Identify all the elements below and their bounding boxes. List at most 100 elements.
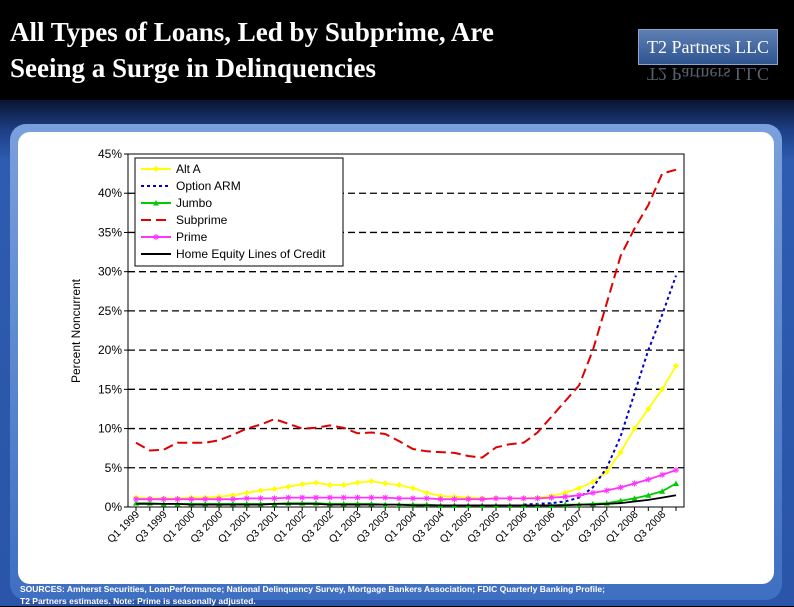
- slide-title: All Types of Loans, Led by Subprime, Are…: [10, 14, 610, 86]
- series-marker: [603, 487, 610, 494]
- series-marker: [243, 495, 250, 502]
- series-marker: [645, 492, 652, 498]
- series-marker: [243, 489, 250, 496]
- series-marker: [465, 496, 472, 503]
- series-marker: [229, 492, 236, 499]
- series-group: [133, 168, 679, 508]
- y-tick-label: 45%: [98, 147, 122, 161]
- legend-label-home-equity-lines-of-credit: Home Equity Lines of Credit: [176, 247, 326, 261]
- series-marker: [659, 471, 666, 478]
- series-marker: [271, 495, 278, 502]
- series-marker: [617, 484, 624, 491]
- series-marker: [257, 495, 264, 502]
- series-marker: [133, 496, 139, 503]
- series-marker: [451, 496, 458, 503]
- series-marker: [285, 483, 292, 490]
- y-tick-label: 0%: [105, 500, 123, 514]
- series-marker: [576, 492, 583, 499]
- series-marker: [396, 495, 403, 502]
- series-marker: [146, 496, 153, 503]
- y-tick-label: 35%: [98, 225, 122, 239]
- series-marker: [631, 425, 638, 432]
- series-marker: [409, 485, 416, 492]
- series-marker: [229, 496, 236, 503]
- series-marker: [326, 482, 333, 489]
- series-marker: [562, 489, 569, 496]
- slide-title-line-2: Seeing a Surge in Delinquencies: [10, 53, 377, 83]
- series-marker: [354, 479, 361, 486]
- header-bar: All Types of Loans, Led by Subprime, Are…: [0, 0, 794, 100]
- series-marker: [534, 495, 541, 502]
- series-marker: [548, 494, 555, 501]
- series-marker: [562, 493, 569, 500]
- legend-label-prime: Prime: [176, 230, 208, 244]
- series-marker: [153, 200, 159, 206]
- series-marker: [645, 405, 652, 412]
- y-tick-label: 25%: [98, 304, 122, 318]
- series-marker: [479, 496, 486, 503]
- series-line-subprime: [135, 168, 677, 459]
- series-marker: [617, 449, 624, 456]
- series-marker: [188, 496, 195, 503]
- series-marker: [659, 488, 666, 494]
- series-marker: [409, 495, 416, 502]
- series-marker: [437, 496, 444, 503]
- y-tick-label: 10%: [98, 422, 122, 436]
- series-marker: [271, 485, 278, 492]
- series-marker: [174, 496, 181, 503]
- series-marker: [673, 480, 679, 486]
- series-marker: [382, 480, 389, 487]
- y-tick-label: 15%: [98, 382, 122, 396]
- series-line-option-arm: [523, 275, 677, 506]
- series-marker: [423, 489, 430, 496]
- company-logo: T2 Partners LLC: [638, 29, 778, 65]
- series-marker: [673, 362, 679, 369]
- series-marker: [326, 494, 333, 501]
- series-marker: [631, 495, 638, 501]
- series-marker: [382, 494, 389, 501]
- series-marker: [368, 494, 375, 501]
- series-marker: [202, 496, 209, 503]
- legend-box: [134, 157, 344, 267]
- y-axis-label: Percent Noncurrent: [69, 278, 83, 383]
- series-marker: [659, 386, 666, 393]
- series-marker: [603, 468, 610, 475]
- series-marker: [423, 495, 430, 502]
- series-marker: [589, 478, 596, 485]
- plot-area-border: [127, 153, 685, 508]
- series-line-alt-a: [135, 365, 677, 500]
- slide-title-line-1: All Types of Loans, Led by Subprime, Are: [10, 17, 494, 47]
- sources-line-2: T2 Partners estimates. Note: Prime is se…: [20, 596, 256, 606]
- y-tick-label: 40%: [98, 186, 122, 200]
- series-marker: [506, 495, 513, 502]
- legend-label-subprime: Subprime: [176, 213, 228, 227]
- y-tick-label: 30%: [98, 265, 122, 279]
- series-marker: [216, 496, 223, 503]
- series-marker: [645, 476, 652, 483]
- legend-label-jumbo: Jumbo: [176, 196, 212, 210]
- series-marker: [340, 482, 347, 489]
- series-line-prime: [136, 469, 677, 501]
- series-marker: [354, 494, 361, 501]
- series-marker: [285, 494, 292, 501]
- series-marker: [617, 497, 624, 504]
- legend: Alt A Option ARM Jumbo Subprime Prime Home Eq…: [134, 157, 344, 267]
- sources-line-1: SOURCES: Amherst Securities, LoanPerform…: [20, 584, 605, 594]
- y-tick-label: 20%: [98, 343, 122, 357]
- series-marker: [299, 481, 306, 488]
- series-marker: [160, 496, 167, 503]
- series-marker: [257, 487, 264, 494]
- series-marker: [340, 494, 347, 501]
- series-marker: [368, 478, 375, 485]
- series-marker: [313, 479, 319, 486]
- series-marker: [673, 467, 679, 474]
- legend-label-alt-a: Alt A: [176, 162, 201, 176]
- series-marker: [153, 166, 159, 172]
- series-line-home-equity-lines-of-credit: [136, 494, 677, 507]
- series-marker: [313, 494, 319, 501]
- y-tick-label: 5%: [105, 461, 123, 475]
- sources-note: SOURCES: Amherst Securities, LoanPerform…: [20, 583, 710, 607]
- series-marker: [520, 495, 527, 502]
- legend-label-option-arm: Option ARM: [176, 179, 241, 193]
